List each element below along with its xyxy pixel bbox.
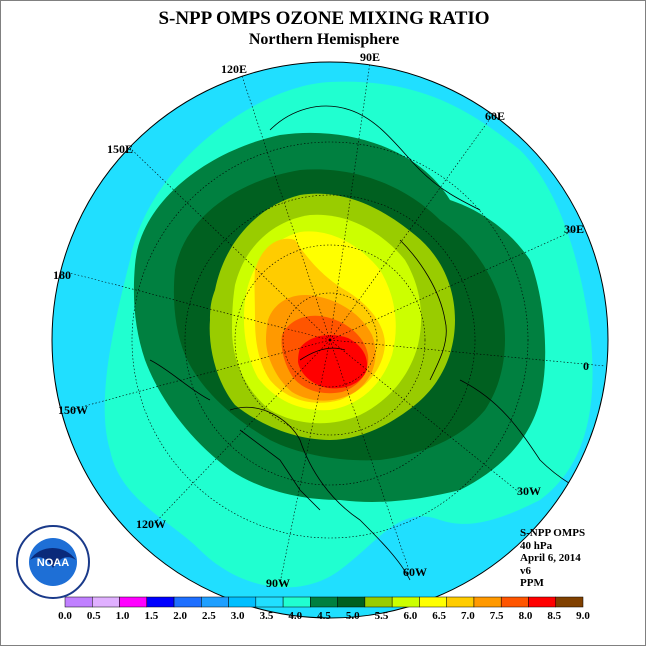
graticule — [69, 62, 606, 584]
colorbar-label: 6.5 — [432, 610, 446, 622]
colorbar-label: 5.5 — [375, 610, 389, 622]
map-boundary — [51, 61, 609, 619]
colorbar: 0.0 0.5 1.0 1.5 2.0 2.5 3.0 3.5 4.0 4.5 5.0 5.5 6.0 6… — [58, 596, 590, 622]
colorbar-swatch — [473, 596, 502, 608]
colorbar-swatch — [555, 596, 584, 608]
colorbar-label: 1.0 — [116, 610, 130, 622]
colorbar-swatch — [228, 596, 257, 608]
lon-label-90W: 90W — [266, 576, 290, 590]
lon-label-180: 180 — [53, 268, 71, 282]
colorbar-swatch — [364, 596, 393, 608]
lon-label-120E: 120E — [221, 62, 247, 76]
colorbar-swatch — [419, 596, 447, 608]
colorbar-label: 3.0 — [231, 610, 245, 622]
lon-label-120W: 120W — [136, 517, 166, 531]
colorbar-swatch — [92, 596, 120, 608]
lon-label-90E: 90E — [360, 50, 380, 64]
info-date: April 6, 2014 — [520, 552, 581, 564]
colorbar-swatch — [310, 596, 338, 608]
lon-label-30E: 30E — [564, 222, 584, 236]
colorbar-label: 9.0 — [576, 610, 590, 622]
lon-label-60W: 60W — [403, 565, 427, 579]
colorbar-label: 0.0 — [58, 610, 72, 622]
colorbar-swatch — [282, 596, 311, 608]
page-subtitle: Northern Hemisphere — [248, 31, 400, 48]
colorbar-swatch — [446, 596, 475, 608]
colorbar-label: 7.5 — [490, 610, 504, 622]
page-title: S-NPP OMPS OZONE MIXING RATIO — [158, 8, 490, 29]
noaa-logo: NOAA — [16, 525, 90, 599]
colorbar-swatch — [201, 596, 229, 608]
colorbar-label: 2.0 — [173, 610, 187, 622]
colorbar-label: 7.0 — [461, 610, 475, 622]
colorbar-label: 8.0 — [519, 610, 533, 622]
colorbar-label: 6.0 — [403, 610, 417, 622]
colorbar-swatch — [119, 596, 148, 608]
colorbar-label: 4.0 — [288, 610, 302, 622]
band-8.5 — [298, 335, 368, 389]
info-instrument: S-NPP OMPS — [520, 527, 586, 539]
colorbar-label: 8.5 — [547, 610, 561, 622]
colorbar-swatch — [146, 596, 175, 608]
ozone-field — [52, 62, 608, 618]
colorbar-swatch — [528, 596, 556, 608]
lon-label-150E: 150E — [107, 142, 133, 156]
lon-label-60E: 60E — [485, 109, 505, 123]
logo-text: NOAA — [37, 557, 69, 569]
colorbar-label: 2.5 — [202, 610, 216, 622]
info-units: PPM — [520, 577, 544, 589]
lon-label-30W: 30W — [517, 484, 541, 498]
colorbar-label: 3.5 — [260, 610, 274, 622]
info-version: v6 — [520, 564, 531, 577]
lon-label-0: 0 — [583, 359, 589, 373]
info-block: S-NPP OMPS 40 hPa April 6, 2014 v6 PPM — [520, 527, 585, 590]
info-level: 40 hPa — [520, 539, 553, 552]
logo-bird — [30, 548, 76, 568]
colorbar-label: 0.5 — [87, 610, 101, 622]
colorbar-swatch — [255, 596, 284, 608]
colorbar-swatch — [173, 596, 202, 608]
colorbar-label: 1.5 — [144, 610, 158, 622]
lon-label-150W: 150W — [58, 403, 88, 417]
colorbar-label: 4.5 — [317, 610, 331, 622]
colorbar-swatch — [500, 596, 529, 608]
colorbar-label: 5.0 — [346, 610, 360, 622]
colorbar-swatch — [337, 596, 366, 608]
colorbar-swatch — [391, 596, 420, 608]
